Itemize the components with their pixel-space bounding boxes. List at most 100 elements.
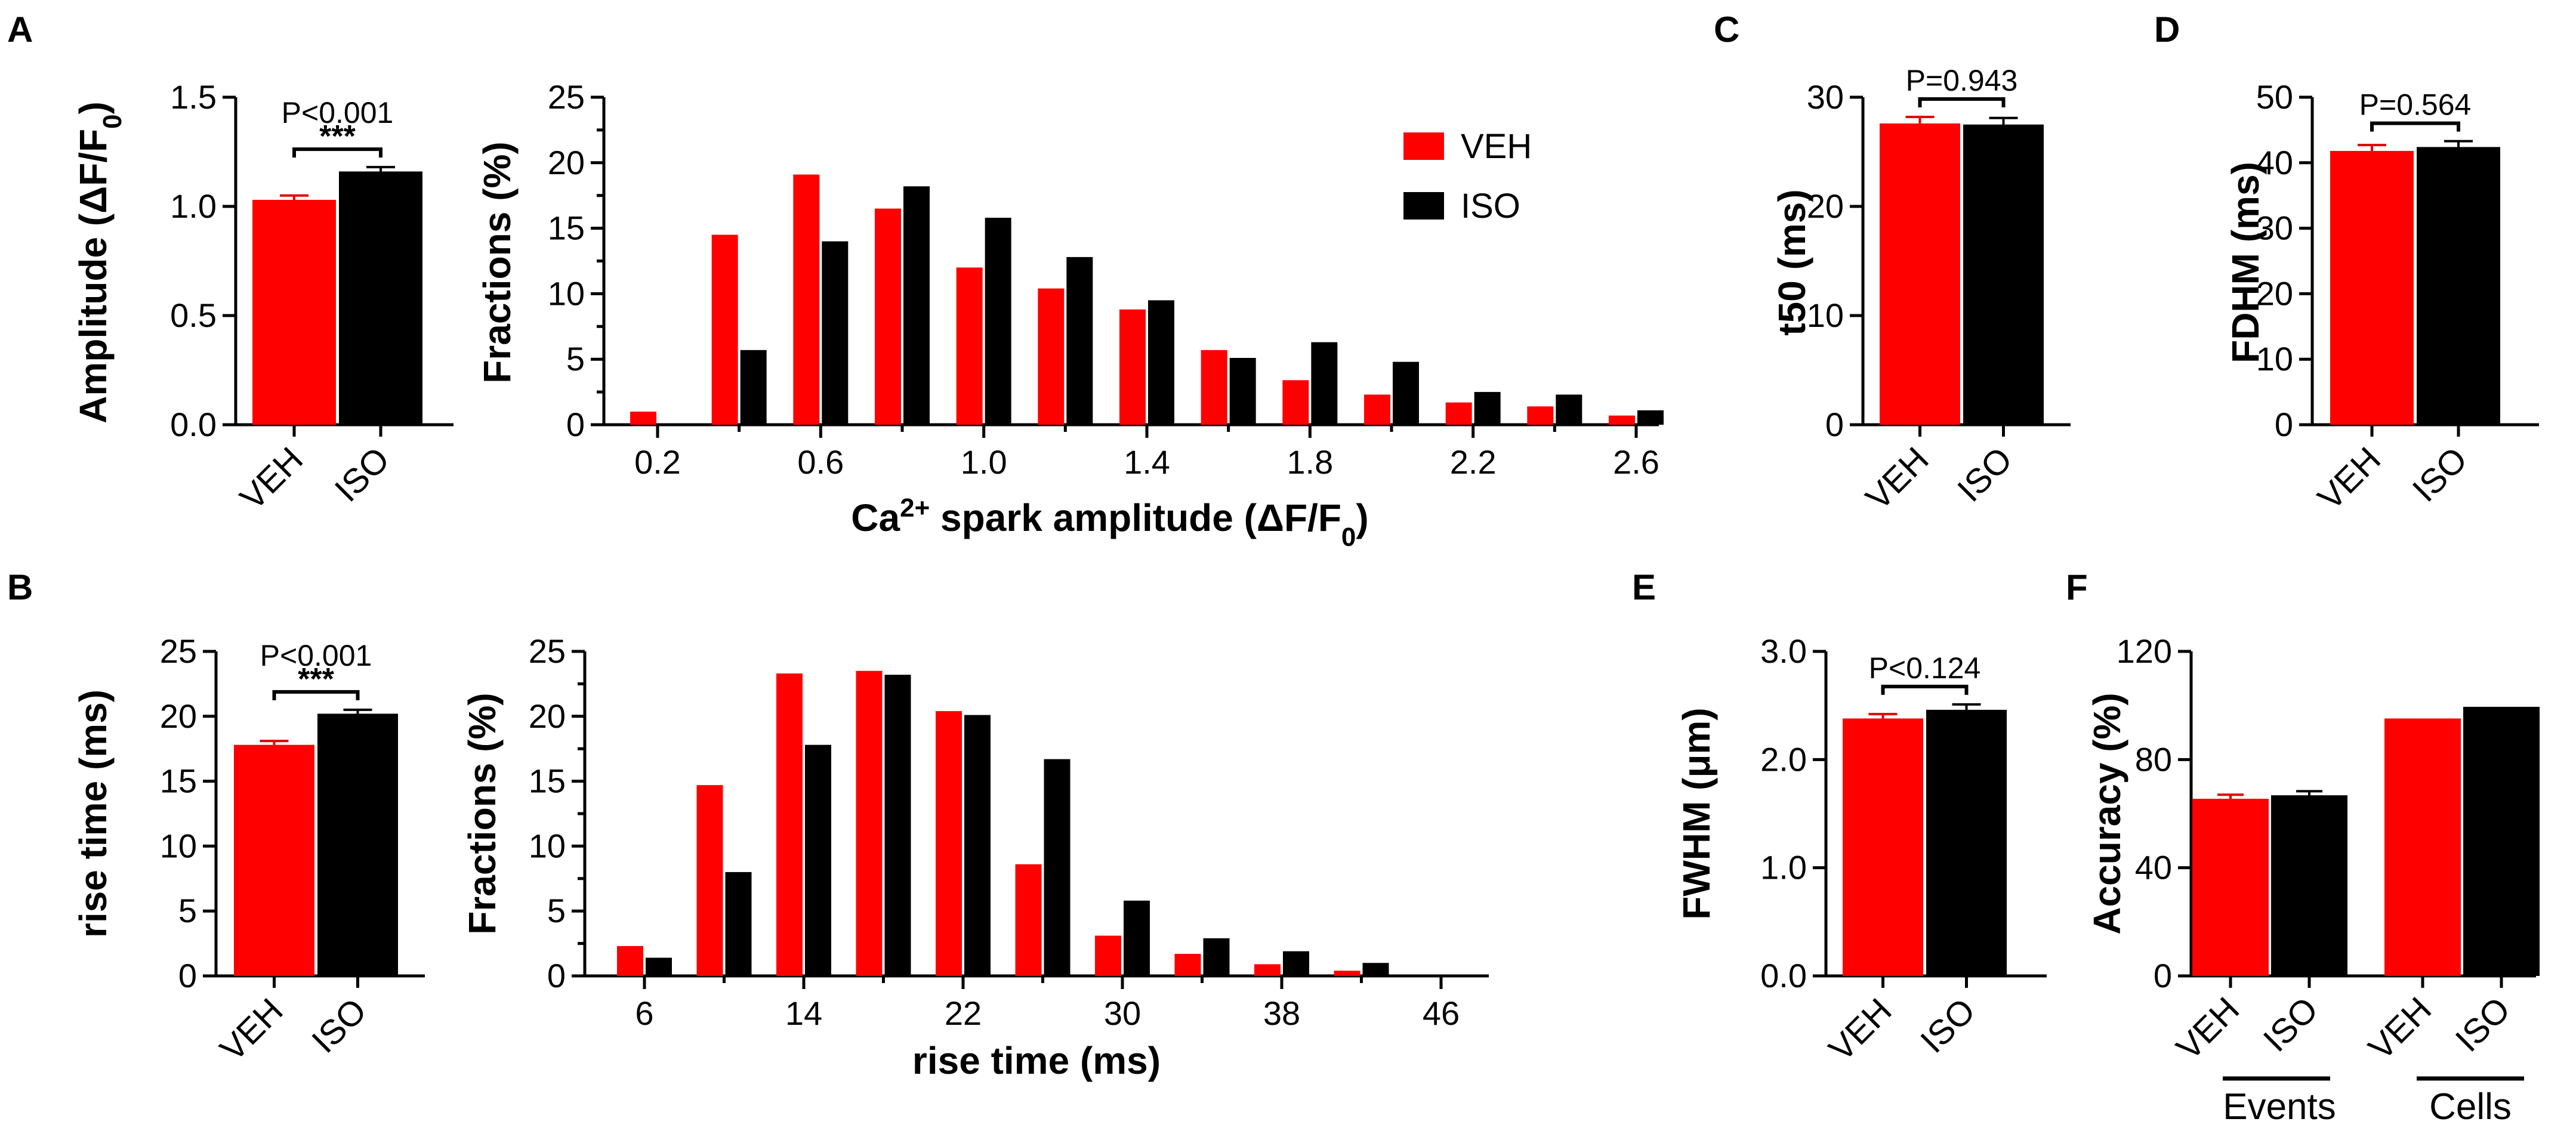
a2-bar-iso	[822, 241, 849, 425]
b2-x-tick-label: 46	[1423, 994, 1460, 1032]
a2-bar-iso	[903, 186, 930, 425]
a2-bar-iso	[1637, 410, 1664, 425]
f-x-tick-label: ISO	[2256, 990, 2326, 1059]
b-sig-bracket	[272, 690, 360, 700]
b2-chart: 0 5 10 15 20 25 6 14 22 30 38 46	[529, 632, 1489, 1032]
e-x-tick-label: ISO	[1913, 991, 1983, 1061]
b-chart: 0 5 10 15 20 25 VEH ISO P<0.001***	[160, 632, 425, 1069]
a2-bar-iso	[1474, 392, 1501, 425]
b-y-tick-label: 0	[178, 957, 197, 994]
f-bar-events-veh	[2192, 799, 2269, 976]
c-p-value: P=0.943	[1906, 64, 2018, 97]
c-y-tick-label: 30	[1807, 78, 1844, 116]
d-x-tick-label: VEH	[2310, 440, 2388, 517]
b-y-tick-label: 15	[160, 762, 197, 800]
panel-label-f: F	[2066, 567, 2088, 607]
a2-bar-veh	[1527, 406, 1554, 425]
a2-bar-iso	[1229, 358, 1256, 425]
c-x-tick-label: ISO	[1950, 440, 2020, 509]
b-y-tick-label: 10	[160, 827, 197, 864]
a2-y-tick-label: 5	[566, 340, 585, 378]
a2-bar-veh	[875, 208, 901, 425]
a2-legend: VEH ISO	[1403, 127, 1532, 225]
a2-bar-iso	[1556, 394, 1582, 425]
b2-bar-veh	[936, 711, 962, 976]
b2-bar-iso	[884, 675, 911, 976]
c-y-axis-title: t50 (ms)	[1770, 189, 1813, 335]
b2-bar-veh	[617, 945, 643, 976]
d-y-axis-title: FDHM (ms)	[2224, 162, 2267, 363]
a2-y-axis-title: Fractions (%)	[476, 141, 519, 383]
f-y-tick-label: 80	[2135, 740, 2172, 778]
a2-y-tick-label: 15	[548, 209, 585, 247]
a-p-value: P<0.001	[282, 96, 394, 129]
b2-bar-iso	[1124, 900, 1150, 976]
e-p-value: P<0.124	[1869, 651, 1981, 685]
b2-y-tick-label: 25	[529, 632, 566, 670]
b2-bar-veh	[776, 673, 803, 976]
b2-y-axis-title: Fractions (%)	[461, 693, 504, 934]
e-x-tick-label: VEH	[1821, 991, 1899, 1068]
a2-x-tick-label: 2.6	[1613, 443, 1659, 481]
c-y-tick-label: 10	[1807, 296, 1844, 334]
b2-x-tick-label: 22	[945, 994, 982, 1032]
f-x-tick-label: VEH	[2169, 990, 2247, 1067]
panel-label-e: E	[1632, 567, 1656, 607]
f-x-tick-label: VEH	[2361, 990, 2439, 1067]
f-bar-events-iso	[2271, 795, 2347, 976]
d-y-tick-label: 10	[2256, 340, 2293, 378]
a2-bar-veh	[1445, 402, 1472, 425]
a2-bar-veh	[1038, 288, 1065, 425]
c-x-tick-label: VEH	[1858, 440, 1936, 517]
b-significance: ***	[298, 662, 334, 697]
a2-x-axis-title: Ca2+ spark amplitude (ΔF/F0)	[851, 493, 1368, 552]
a2-bar-iso	[1393, 361, 1419, 425]
c-bar-iso	[1963, 124, 2044, 425]
d-y-tick-label: 40	[2256, 144, 2293, 181]
a2-bar-iso	[1148, 300, 1174, 425]
b2-bar-veh	[1015, 864, 1042, 976]
legend-label-veh: VEH	[1461, 127, 1532, 166]
panel-label-d: D	[2154, 10, 2180, 50]
f-y-tick-label: 120	[2117, 632, 2172, 670]
legend-swatch-veh	[1403, 132, 1444, 160]
a-sig-bracket	[292, 147, 382, 158]
b2-bar-veh	[1254, 964, 1281, 976]
e-y-axis-title: FWHM (μm)	[1675, 707, 1718, 920]
b2-bar-iso	[1362, 963, 1389, 976]
b2-bar-iso	[725, 872, 752, 976]
c-y-tick-label: 20	[1807, 187, 1844, 225]
c-sig-bracket	[1918, 97, 2006, 107]
d-sig-bracket	[2370, 121, 2460, 132]
b-p-value: P<0.001	[260, 639, 372, 672]
b2-y-tick-label: 5	[547, 892, 566, 929]
e-y-tick-label: 1.0	[1760, 849, 1807, 886]
b-y-tick-label: 5	[178, 892, 197, 929]
d-x-tick-label: ISO	[2405, 440, 2475, 509]
b2-x-tick-label: 30	[1104, 994, 1141, 1032]
a-y-axis-title: Amplitude (ΔF/F0)	[72, 101, 127, 424]
a-significance: ***	[319, 119, 356, 154]
f-x-tick-label: ISO	[2448, 990, 2518, 1059]
panel-label-c: C	[1714, 10, 1739, 50]
b-bar-veh	[234, 744, 314, 976]
b2-bar-iso	[805, 744, 831, 976]
a2-bar-veh	[711, 234, 738, 425]
a-y-tick-label: 0.0	[170, 406, 217, 443]
a2-y-tick-label: 20	[548, 144, 585, 181]
a2-y-tick-label: 25	[548, 78, 585, 116]
legend-label-iso: ISO	[1461, 187, 1520, 225]
a2-bar-iso	[1066, 257, 1093, 425]
a-bar-iso	[339, 171, 422, 425]
a2-x-tick-label: 1.8	[1287, 443, 1333, 481]
b2-bar-veh	[696, 785, 723, 976]
b2-bar-veh	[856, 670, 883, 976]
b2-x-tick-label: 6	[635, 994, 653, 1032]
a-chart: 0.0 0.5 1.0 1.5 VEH ISO P<0.001***	[170, 78, 454, 518]
b2-y-tick-label: 20	[529, 697, 566, 735]
b-y-axis-title: rise time (ms)	[72, 690, 115, 938]
b-y-tick-label: 25	[160, 632, 197, 670]
b2-y-tick-label: 15	[529, 762, 566, 800]
b2-bar-iso	[1283, 951, 1309, 976]
